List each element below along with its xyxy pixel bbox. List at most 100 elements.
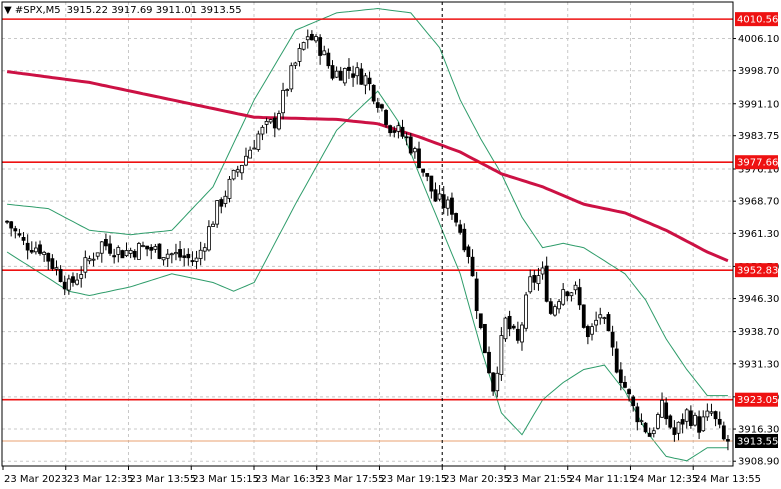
- candle-body: [169, 253, 174, 256]
- candle-body: [79, 274, 84, 279]
- candle-body: [478, 313, 483, 329]
- candle-body: [664, 402, 669, 420]
- candle-body: [511, 325, 516, 329]
- candle-body: [688, 410, 693, 426]
- candle-body: [565, 291, 570, 297]
- candle-body: [454, 213, 458, 223]
- candle-body: [450, 197, 454, 215]
- candle-body: [433, 189, 438, 202]
- candle-body: [248, 149, 252, 159]
- candle-body: [54, 267, 59, 270]
- candle-body: [697, 416, 702, 433]
- candle-body: [128, 250, 133, 254]
- candle-body: [651, 430, 656, 434]
- candle-body: [161, 257, 166, 261]
- candle-body: [29, 250, 34, 253]
- candle-body: [227, 178, 232, 199]
- candle-body: [157, 243, 162, 259]
- candle-body: [136, 243, 141, 260]
- level-label-box: [735, 155, 778, 170]
- candle-body: [13, 228, 18, 232]
- candle-body: [408, 136, 413, 154]
- candle-body: [507, 315, 512, 330]
- candle-body: [231, 169, 236, 180]
- candle-body: [153, 246, 158, 250]
- candle-body: [305, 36, 310, 41]
- candle-body: [264, 120, 269, 125]
- candle-body: [590, 326, 594, 335]
- candle-body: [71, 276, 75, 283]
- candle-body: [400, 126, 405, 137]
- candle-body: [363, 75, 368, 86]
- horizontal-levels[interactable]: [2, 18, 733, 442]
- candle-body: [83, 257, 88, 273]
- candle-body: [635, 406, 640, 423]
- y-tick-label: 3968.70: [738, 197, 779, 208]
- candle-body: [104, 239, 108, 247]
- candle-body: [676, 421, 681, 434]
- candle-body: [557, 301, 561, 310]
- level-label-box: [735, 263, 778, 278]
- candle-body: [219, 199, 224, 207]
- candle-body: [499, 335, 504, 375]
- candle-body: [643, 422, 648, 433]
- x-tick-label: 23 Mar 12:35: [67, 474, 134, 485]
- moving-average: [6, 70, 729, 263]
- candle-body: [112, 255, 117, 258]
- moving-average-line: [6, 70, 729, 263]
- x-tick-label: 23 Mar 20:35: [443, 474, 510, 485]
- y-tick-label: 3916.30: [738, 425, 779, 436]
- candle-body: [721, 425, 726, 440]
- y-tick-label: 3938.70: [738, 327, 779, 338]
- candle-body: [631, 396, 636, 407]
- candle-body: [46, 252, 51, 262]
- candle-body: [223, 195, 228, 204]
- candle-body: [207, 226, 211, 251]
- y-tick-label: 3998.70: [738, 66, 779, 77]
- chart-title: ▼ #SPX,M5 3915.22 3917.69 3911.01 3913.55: [4, 5, 242, 16]
- candle-body: [334, 70, 339, 78]
- candle-body: [491, 372, 496, 392]
- symbol-label: #SPX,M5: [15, 5, 61, 16]
- candle-body: [548, 301, 553, 314]
- candle-body: [174, 252, 178, 255]
- candle-body: [359, 68, 364, 85]
- candle-body: [182, 255, 187, 258]
- candle-body: [647, 432, 652, 437]
- candle-body: [256, 133, 261, 150]
- candle-body: [639, 420, 644, 423]
- level-label-box: [735, 12, 778, 27]
- candle-body: [392, 130, 397, 133]
- price-labels: 4010.56 3977.66 3952.83 3923.05 3913.55: [735, 12, 778, 448]
- level-label-box: [735, 392, 778, 407]
- candle-body: [21, 237, 26, 241]
- candle-body: [429, 175, 434, 192]
- candle-body: [540, 267, 545, 275]
- candle-body: [384, 109, 388, 125]
- candle-body: [627, 389, 631, 395]
- candle-body: [215, 200, 220, 225]
- candle-body: [347, 66, 351, 71]
- candle-body: [618, 369, 623, 384]
- candle-body: [701, 416, 706, 432]
- candle-body: [285, 89, 290, 92]
- candle-body: [656, 414, 660, 429]
- y-tick-label: 4006.10: [738, 34, 779, 45]
- candle-body: [466, 246, 471, 257]
- candle-body: [342, 68, 347, 84]
- y-tick-label: 3961.30: [738, 229, 779, 240]
- candle-body: [235, 169, 240, 173]
- candle-body: [326, 52, 331, 67]
- x-tick-label: 23 Mar 17:55: [318, 474, 385, 485]
- candle-body: [289, 65, 294, 90]
- candle-body: [495, 372, 500, 392]
- symbol-icon: ▼: [4, 5, 15, 16]
- candle-body: [50, 258, 55, 269]
- candle-body: [58, 269, 63, 282]
- candle-body: [277, 113, 281, 130]
- candle-body: [272, 117, 277, 129]
- candle-body: [314, 36, 318, 42]
- x-tick-label: 23 Mar 15:15: [192, 474, 259, 485]
